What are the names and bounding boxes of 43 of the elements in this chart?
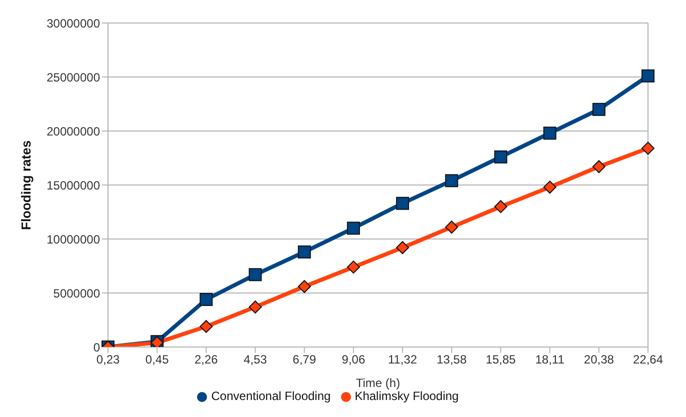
point xyxy=(298,245,311,258)
y-tick-label: 0 xyxy=(93,340,100,354)
legend-label: Conventional Flooding xyxy=(211,389,331,403)
point xyxy=(346,260,360,274)
x-axis-title: Time (h) xyxy=(356,376,400,390)
x-tick-label: 15,85 xyxy=(486,352,516,367)
x-tick-label: 6,79 xyxy=(292,352,316,367)
point xyxy=(396,196,410,210)
x-tick-label: 9,06 xyxy=(342,352,366,367)
point xyxy=(445,174,458,188)
point xyxy=(298,280,311,294)
x-tick-label: 0,45 xyxy=(145,352,170,367)
point xyxy=(543,126,556,140)
y-tick-label: 10000000 xyxy=(46,232,100,246)
x-tick-label: 4,53 xyxy=(244,352,268,367)
x-tick-label: 20,38 xyxy=(584,352,614,367)
point xyxy=(494,150,508,164)
point xyxy=(592,102,606,116)
y-tick-label: 5000000 xyxy=(53,286,100,300)
point xyxy=(543,180,556,194)
point xyxy=(346,222,360,235)
y-tick-label: 25000000 xyxy=(46,70,100,84)
point xyxy=(445,220,458,234)
legend-label: Khalimsky Flooding xyxy=(354,389,459,403)
x-tick-label: 2,26 xyxy=(194,352,218,367)
point xyxy=(248,300,262,314)
x-tick-label: 22,64 xyxy=(632,352,664,367)
x-tick-label: 11,32 xyxy=(388,352,418,367)
y-tick-label: 30000000 xyxy=(46,16,100,30)
point xyxy=(642,142,654,155)
point xyxy=(248,268,262,282)
point xyxy=(642,69,654,82)
point xyxy=(396,241,410,254)
point xyxy=(200,320,213,333)
x-tick-label: 0,23 xyxy=(96,352,120,367)
x-tick-label: 13,58 xyxy=(436,352,467,367)
point xyxy=(592,160,606,174)
y-tick-label: 15000000 xyxy=(46,178,100,192)
y-tick-label: 20000000 xyxy=(46,124,100,138)
point xyxy=(200,292,213,306)
point xyxy=(494,200,508,214)
y-axis-title: Flooding rates xyxy=(18,140,34,230)
x-tick-label: 18,11 xyxy=(535,352,565,367)
